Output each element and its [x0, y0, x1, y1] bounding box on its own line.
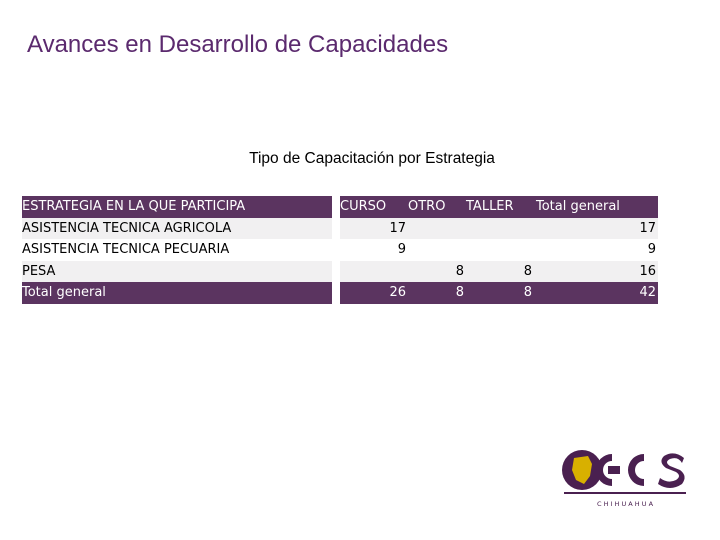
logo-mark — [562, 450, 686, 494]
logo-subtitle: C H I H U A H U A — [597, 500, 654, 508]
column-gap — [332, 260, 340, 283]
cell-total: 9 — [647, 242, 656, 258]
row-label: ASISTENCIA TECNICA AGRICOLA — [22, 220, 232, 236]
table-row: ASISTENCIA TECNICA PECUARIA 9 9 — [22, 239, 658, 261]
cell-otro — [408, 239, 466, 261]
row-label: ASISTENCIA TECNICA PECUARIA — [22, 242, 230, 258]
column-gap — [332, 282, 340, 304]
cell-total: 16 — [639, 263, 656, 279]
table-total-row: Total general 26 8 8 42 — [22, 282, 658, 304]
column-gap — [332, 217, 340, 240]
header-estrategia: ESTRATEGIA EN LA QUE PARTICIPA — [22, 199, 246, 214]
table-row: ASISTENCIA TECNICA AGRICOLA 17 17 — [22, 217, 658, 240]
table-header-row: ESTRATEGIA EN LA QUE PARTICIPA CURSO OTR… — [22, 196, 658, 218]
cell-taller — [466, 239, 536, 261]
total-taller: 8 — [523, 285, 532, 301]
table-caption: Tipo de Capacitación por Estrategia — [249, 150, 495, 167]
total-otro: 8 — [455, 285, 464, 301]
slide-title: Avances en Desarrollo de Capacidades — [27, 31, 449, 58]
header-curso: CURSO — [340, 199, 387, 214]
cell-total: 17 — [639, 220, 656, 236]
cell-otro — [408, 218, 466, 240]
cell-otro: 8 — [455, 263, 464, 279]
header-otro: OTRO — [408, 199, 446, 214]
cell-taller: 8 — [523, 263, 532, 279]
total-label: Total general — [22, 285, 106, 301]
cell-curso — [340, 261, 408, 283]
cecs-logo: C H I H U A H U A — [562, 450, 686, 508]
total-total-general: 42 — [639, 285, 656, 301]
total-curso: 26 — [389, 285, 406, 301]
row-label: PESA — [22, 263, 56, 279]
cell-curso: 9 — [397, 242, 406, 258]
data-table: ESTRATEGIA EN LA QUE PARTICIPA CURSO OTR… — [22, 196, 658, 304]
header-total-general: Total general — [536, 199, 620, 214]
cell-curso: 17 — [389, 220, 406, 236]
header-taller: TALLER — [466, 199, 514, 214]
table-row: PESA 8 8 16 — [22, 260, 658, 283]
column-gap — [332, 196, 340, 218]
cell-taller — [466, 218, 536, 240]
